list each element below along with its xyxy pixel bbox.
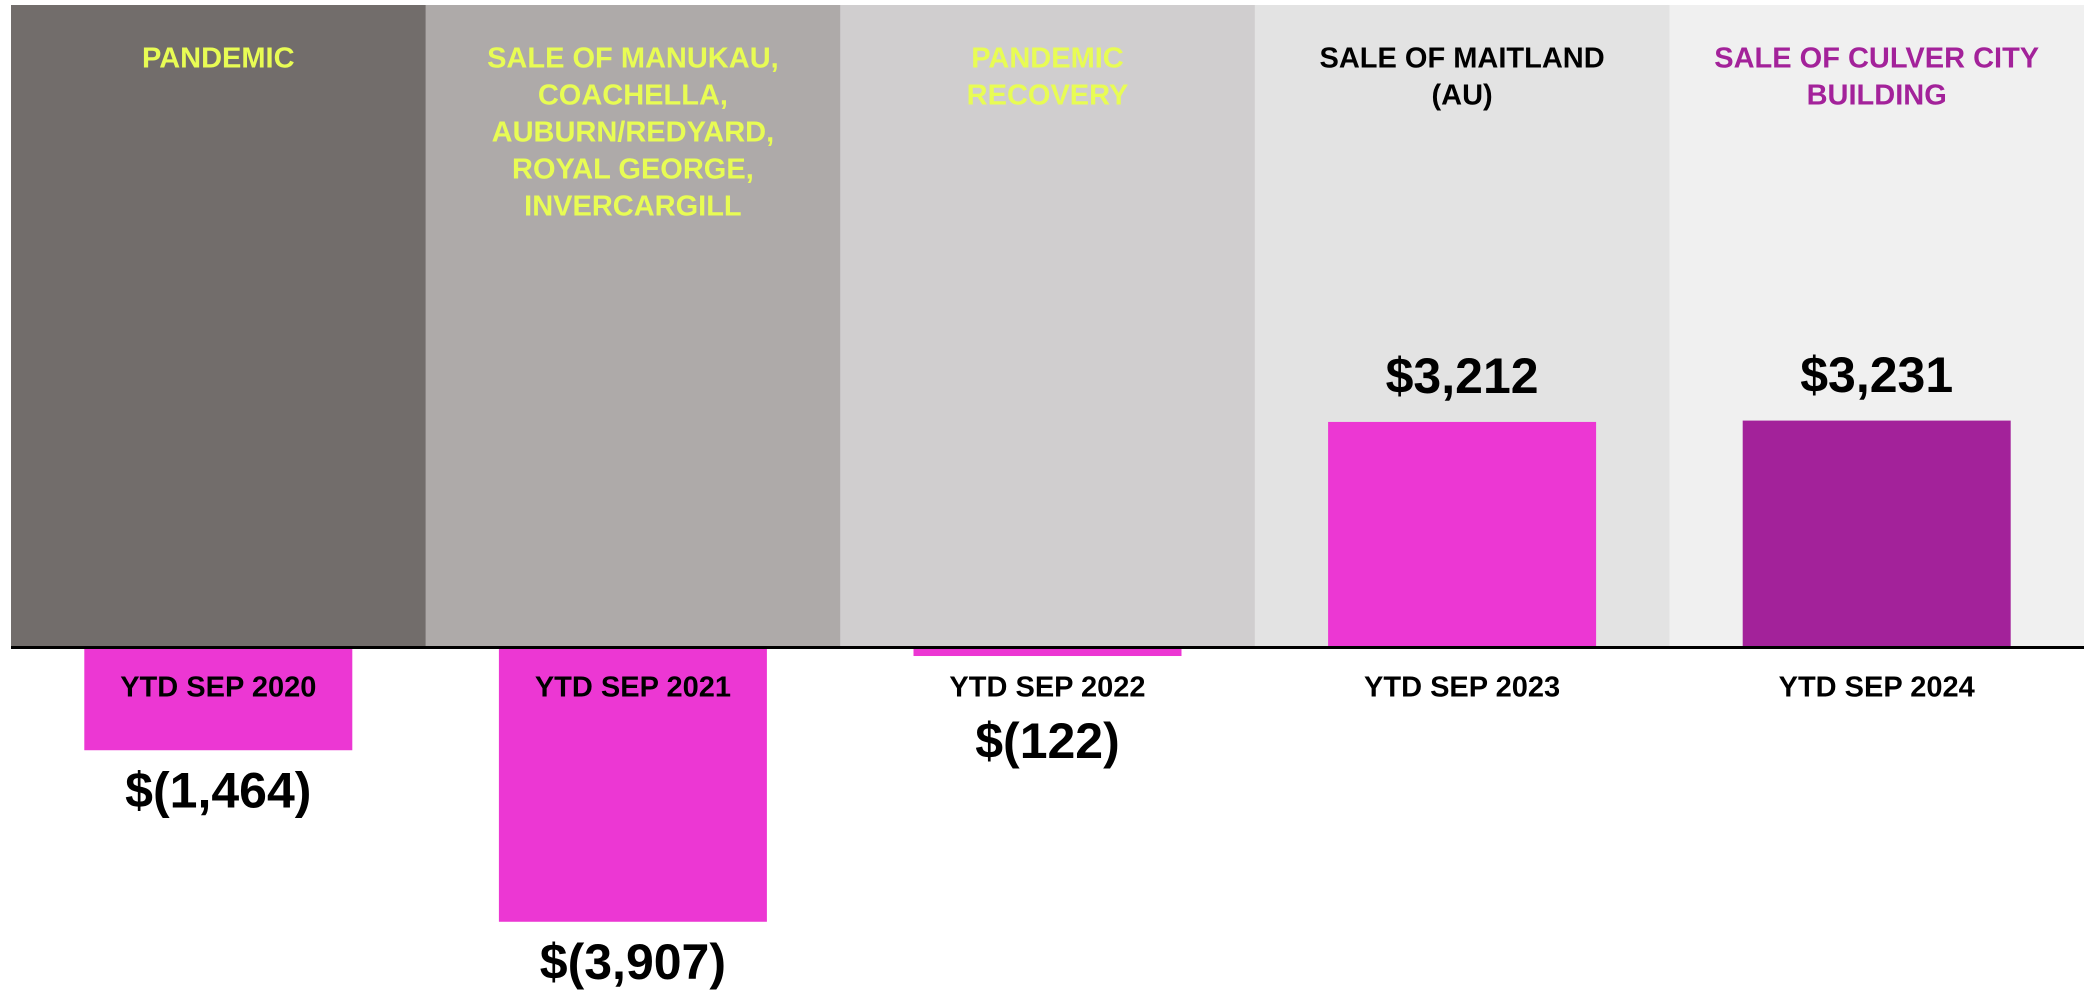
- category-label: YTD SEP 2022: [949, 672, 1145, 704]
- annotation: ROYAL GEORGE,: [512, 154, 754, 186]
- category-label: YTD SEP 2024: [1779, 672, 1975, 704]
- category-label: YTD SEP 2023: [1364, 672, 1560, 704]
- column-band: [425, 5, 841, 648]
- bar: [1742, 420, 2011, 648]
- column-band: [840, 5, 1256, 648]
- annotation: AUBURN/REDYARD,: [492, 117, 775, 149]
- annotation: COACHELLA,: [538, 80, 728, 112]
- annotation: SALE OF MANUKAU,: [487, 43, 779, 75]
- category-label: YTD SEP 2020: [120, 672, 316, 704]
- annotation: SALE OF MAITLAND: [1320, 43, 1605, 75]
- value-label: $3,231: [1800, 347, 1953, 403]
- value-label: $(122): [975, 713, 1120, 769]
- bar: [1328, 421, 1597, 648]
- annotation: RECOVERY: [967, 80, 1129, 112]
- category-label: YTD SEP 2021: [535, 672, 731, 704]
- annotation: PANDEMIC: [142, 43, 295, 75]
- annotation: INVERCARGILL: [524, 191, 742, 223]
- annotation: SALE OF CULVER CITY: [1714, 43, 2039, 75]
- bar: [913, 647, 1182, 657]
- annotation: BUILDING: [1807, 80, 1947, 112]
- value-label: $(3,907): [540, 934, 726, 990]
- value-label: $(1,464): [125, 762, 311, 818]
- value-label: $3,212: [1386, 348, 1539, 404]
- column-band: [11, 5, 427, 648]
- annotation: PANDEMIC: [971, 43, 1124, 75]
- bar: [84, 647, 353, 751]
- bar: [498, 647, 767, 922]
- annotation: (AU): [1431, 80, 1492, 112]
